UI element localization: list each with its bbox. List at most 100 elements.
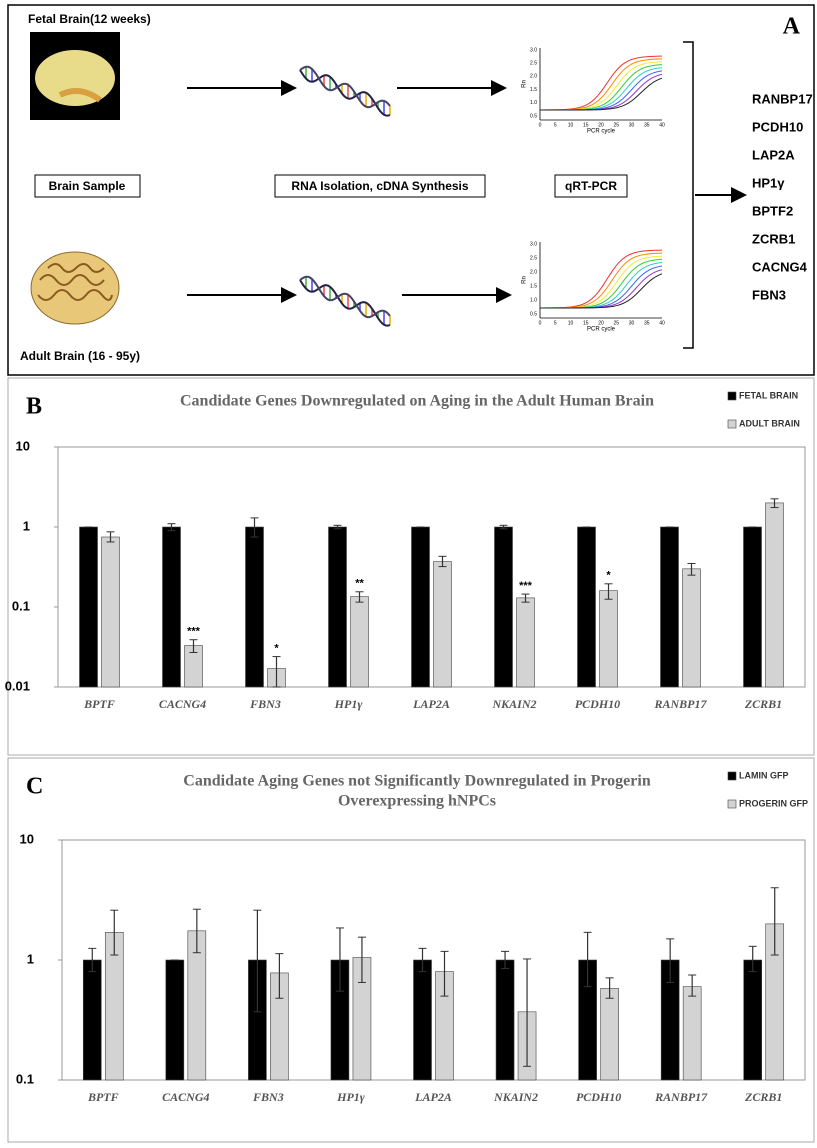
pcr-x-tick: 25 [613,122,619,128]
legend-swatch [728,800,736,808]
gene-label: ZCRB1 [752,231,795,246]
y-tick-label: 0.1 [16,1071,34,1086]
bar [683,987,701,1080]
x-tick-label: FBN3 [249,697,281,711]
x-tick-label: BPTF [83,697,115,711]
x-tick-label: RANBP17 [653,697,707,711]
gene-label: CACNG4 [752,259,808,274]
step-label: Brain Sample [49,179,126,193]
y-tick-label: 1 [27,951,34,966]
pcr-y-tick: 1.0 [530,100,537,106]
significance-label: *** [519,580,533,592]
pcr-y-tick: 0.5 [530,113,537,119]
bar [163,527,181,687]
legend-swatch [728,420,736,428]
pcr-x-tick: 40 [659,122,665,128]
dna-strand [300,67,390,107]
x-tick-label: HP1γ [336,1090,365,1104]
x-tick-label: FBN3 [252,1090,284,1104]
bar [601,988,619,1080]
pcr-x-tick: 30 [629,320,635,326]
x-tick-label: LAP2A [414,1090,452,1104]
pcr-x-tick: 0 [539,320,542,326]
bar [600,591,618,687]
x-tick-label: NKAIN2 [491,697,536,711]
bar [80,527,98,687]
panel-label: A [783,14,801,40]
x-tick-label: RANBP17 [654,1090,708,1104]
significance-label: * [274,642,279,654]
chart-title: Candidate Genes Downregulated on Aging i… [180,393,654,410]
pcr-y-tick: 1.5 [530,87,537,93]
bar [166,960,184,1080]
dna-strand [300,70,390,116]
x-tick-label: NKAIN2 [493,1090,538,1104]
x-tick-label: PCDH10 [576,1090,621,1104]
pcr-x-tick: 5 [554,320,557,326]
pcr-curve [540,256,662,308]
pcr-y-tick: 2.5 [530,61,537,67]
panel-label: B [26,394,42,420]
panel-c-frame [8,758,814,1142]
x-tick-label: LAP2A [412,697,450,711]
x-tick-label: BPTF [87,1090,119,1104]
legend-label: PROGERIN GFP [739,798,808,808]
bar [351,597,369,687]
bar [683,569,701,687]
pcr-y-tick: 3.0 [530,241,537,247]
gene-label: LAP2A [752,147,795,162]
pcr-x-tick: 35 [644,122,650,128]
significance-label: * [606,570,611,582]
gene-label: PCDH10 [752,119,803,134]
bracket [683,42,693,348]
pcr-curve [540,62,662,110]
bar [246,527,264,687]
x-tick-label: CACNG4 [159,697,206,711]
y-tick-label: 0.01 [5,678,30,693]
pcr-y-tick: 2.5 [530,255,537,261]
legend-label: LAMIN GFP [739,770,789,780]
y-tick-label: 10 [16,438,30,453]
pcr-x-tick: 35 [644,320,650,326]
adult-brain [31,252,119,324]
legend-label: ADULT BRAIN [739,418,800,428]
fetal-brain [35,50,115,106]
x-tick-label: ZCRB1 [744,1090,782,1104]
y-tick-label: 1 [23,518,30,533]
y-tick-label: 10 [20,831,34,846]
legend-swatch [728,392,736,400]
pcr-x-tick: 30 [629,122,635,128]
pcr-y-tick: 2.0 [530,269,537,275]
pcr-x-tick: 40 [659,320,665,326]
pcr-curve [540,68,662,110]
pcr-x-tick: 15 [583,122,589,128]
panel-label: C [26,774,43,800]
bar [744,527,762,687]
pcr-x-tick: 0 [539,122,542,128]
bar [434,562,452,687]
bar [495,527,513,687]
x-tick-label: PCDH10 [575,697,620,711]
bar [496,960,514,1080]
chart-title: Candidate Aging Genes not Significantly … [183,773,651,790]
bar [329,527,347,687]
chart-title: Overexpressing hNPCs [338,793,496,810]
dna-strand [300,277,390,317]
gene-label: RANBP17 [752,91,813,106]
pcr-x-tick: 20 [598,320,604,326]
pcr-y-tick: 3.0 [530,47,537,53]
pcr-x-tick: 10 [568,122,574,128]
bar [578,527,596,687]
pcr-y-tick: 2.0 [530,74,537,80]
pcr-x-label: PCR cycle [587,129,616,135]
fetal-label: Fetal Brain(12 weeks) [28,12,151,26]
bar [517,598,535,687]
bar [766,503,784,687]
figure: A Fetal Brain(12 weeks) Adult Brain (16 … [0,0,817,1143]
x-tick-label: HP1γ [334,697,363,711]
bar [102,537,120,687]
pcr-y-tick: 0.5 [530,311,537,317]
pcr-y-tick: 1.5 [530,283,537,289]
legend-label: FETAL BRAIN [739,390,798,400]
gene-label: HP1γ [752,175,785,190]
